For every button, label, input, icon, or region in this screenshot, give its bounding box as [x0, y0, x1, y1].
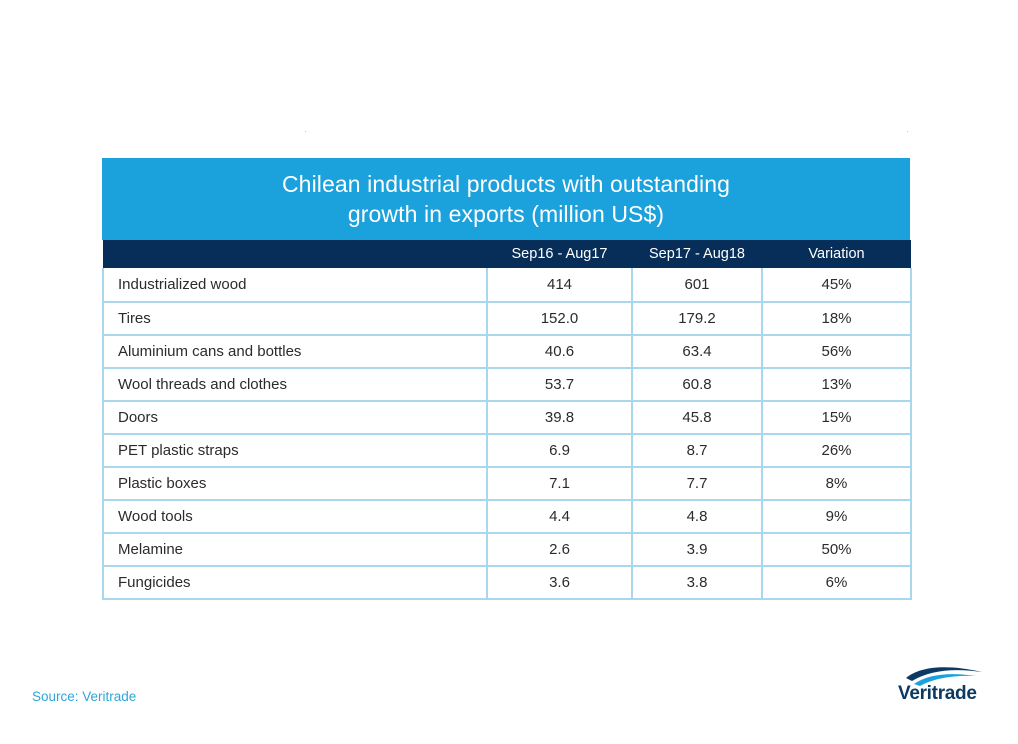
value-curr-cell: 179.2 — [631, 301, 763, 336]
value-curr-cell: 60.8 — [631, 367, 763, 402]
header-sep16-aug17: Sep16 - Aug17 — [487, 240, 632, 268]
value-prev-cell: 4.4 — [486, 499, 633, 534]
variation-cell: 8% — [761, 466, 912, 501]
variation-cell: 9% — [761, 499, 912, 534]
variation-cell: 15% — [761, 400, 912, 435]
table-row: Fungicides 3.6 3.8 6% — [102, 565, 912, 600]
table-title: Chilean industrial products with outstan… — [226, 169, 786, 229]
value-curr-cell: 7.7 — [631, 466, 763, 501]
corner-dot-right — [907, 131, 908, 132]
header-product — [103, 240, 487, 268]
value-curr-cell: 3.9 — [631, 532, 763, 567]
table-row: Melamine 2.6 3.9 50% — [102, 532, 912, 567]
value-prev-cell: 7.1 — [486, 466, 633, 501]
value-prev-cell: 40.6 — [486, 334, 633, 369]
table-row: Doors 39.8 45.8 15% — [102, 400, 912, 435]
value-prev-cell: 2.6 — [486, 532, 633, 567]
product-cell: Plastic boxes — [102, 466, 488, 501]
veritrade-swoosh-icon — [906, 667, 982, 686]
table-row: Wood tools 4.4 4.8 9% — [102, 499, 912, 534]
value-prev-cell: 39.8 — [486, 400, 633, 435]
source-note: Source: Veritrade — [32, 689, 137, 704]
table-row: Industrialized wood 414 601 45% — [102, 268, 912, 303]
value-curr-cell: 45.8 — [631, 400, 763, 435]
product-cell: Aluminium cans and bottles — [102, 334, 488, 369]
variation-cell: 6% — [761, 565, 912, 600]
table-row: PET plastic straps 6.9 8.7 26% — [102, 433, 912, 468]
table-row: Aluminium cans and bottles 40.6 63.4 56% — [102, 334, 912, 369]
product-cell: Doors — [102, 400, 488, 435]
variation-cell: 45% — [761, 268, 912, 303]
value-prev-cell: 152.0 — [486, 301, 633, 336]
product-cell: Wool threads and clothes — [102, 367, 488, 402]
product-cell: Wood tools — [102, 499, 488, 534]
table-row: Tires 152.0 179.2 18% — [102, 301, 912, 336]
table-row: Plastic boxes 7.1 7.7 8% — [102, 466, 912, 501]
product-cell: Melamine — [102, 532, 488, 567]
product-cell: Industrialized wood — [102, 268, 488, 303]
value-prev-cell: 6.9 — [486, 433, 633, 468]
logo-wordmark: Veritrade — [898, 683, 977, 704]
value-prev-cell: 414 — [486, 268, 633, 303]
table-row: Wool threads and clothes 53.7 60.8 13% — [102, 367, 912, 402]
header-variation: Variation — [762, 240, 911, 268]
data-table: Sep16 - Aug17 Sep17 - Aug18 Variation In… — [102, 240, 912, 600]
value-curr-cell: 601 — [631, 268, 763, 303]
variation-cell: 13% — [761, 367, 912, 402]
product-cell: PET plastic straps — [102, 433, 488, 468]
table-title-band: Chilean industrial products with outstan… — [102, 158, 910, 240]
variation-cell: 50% — [761, 532, 912, 567]
value-prev-cell: 3.6 — [486, 565, 633, 600]
variation-cell: 26% — [761, 433, 912, 468]
value-curr-cell: 3.8 — [631, 565, 763, 600]
variation-cell: 18% — [761, 301, 912, 336]
value-curr-cell: 63.4 — [631, 334, 763, 369]
header-sep17-aug18: Sep17 - Aug18 — [632, 240, 762, 268]
export-growth-table: Chilean industrial products with outstan… — [102, 158, 912, 600]
product-cell: Fungicides — [102, 565, 488, 600]
title-line-2: growth in exports (million US$) — [347, 201, 665, 227]
veritrade-logo: Veritrade — [898, 666, 988, 712]
product-cell: Tires — [102, 301, 488, 336]
header-row: Sep16 - Aug17 Sep17 - Aug18 Variation — [103, 240, 911, 268]
title-line-1: Chilean industrial products with outstan… — [281, 171, 731, 197]
variation-cell: 56% — [761, 334, 912, 369]
corner-dot-left — [305, 131, 306, 132]
value-prev-cell: 53.7 — [486, 367, 633, 402]
value-curr-cell: 8.7 — [631, 433, 763, 468]
value-curr-cell: 4.8 — [631, 499, 763, 534]
